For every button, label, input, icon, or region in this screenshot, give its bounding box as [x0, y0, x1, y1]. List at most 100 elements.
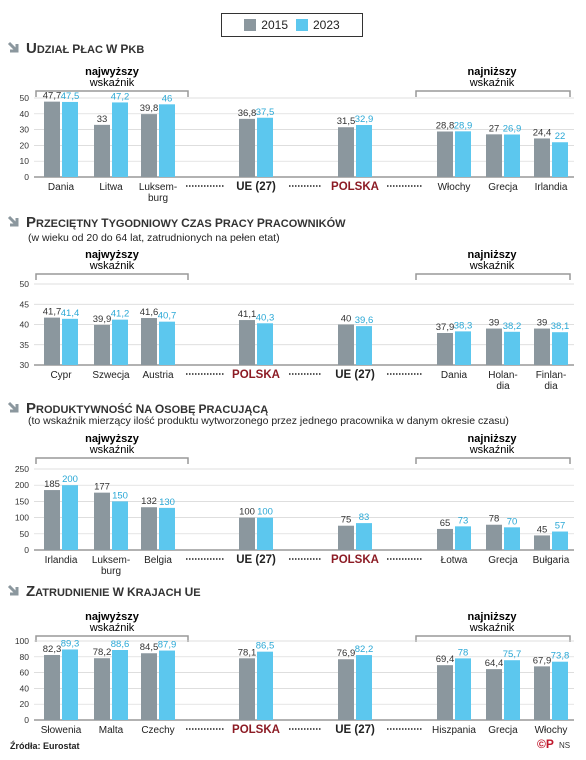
bar-2015 — [239, 118, 255, 177]
data-label-2023: 70 — [507, 516, 518, 527]
source-note: Źródła: Eurostat — [10, 741, 80, 751]
bar-2023 — [504, 527, 520, 550]
data-label-2015: 39,9 — [93, 314, 112, 325]
category-label: Bułgaria — [533, 555, 570, 566]
bar-2015 — [437, 333, 453, 365]
bar-2023 — [159, 321, 175, 365]
bar-2015 — [44, 490, 60, 550]
bar-2015 — [44, 317, 60, 365]
data-label-2023: 40,7 — [158, 311, 177, 322]
y-tick-label: 50 — [20, 93, 30, 103]
data-label-2015: 40 — [341, 314, 352, 325]
bar-2015 — [486, 134, 502, 177]
bar-2015 — [94, 324, 110, 365]
data-label-2023: 100 — [257, 507, 273, 518]
category-label: Finlan- — [536, 370, 567, 381]
category-label: Irlandia — [535, 182, 568, 193]
data-label-2023: 41,4 — [61, 308, 80, 319]
data-label-2015: 36,8 — [238, 108, 257, 119]
bar-2023 — [356, 655, 372, 720]
data-label-2015: 39 — [537, 318, 548, 329]
lowest-label: najniższy — [468, 66, 518, 78]
lowest-sublabel: wskaźnik — [469, 260, 515, 272]
bar-2015 — [239, 658, 255, 720]
data-label-2015: 185 — [44, 479, 60, 490]
category-label: Cypr — [50, 370, 72, 381]
data-label-2015: 69,4 — [436, 654, 455, 665]
data-label-2023: 40,3 — [256, 312, 275, 323]
chart-title: UDZIAŁ PŁAC W PKB — [26, 40, 144, 57]
y-tick-label: 10 — [20, 156, 30, 166]
title-arrow-icon — [7, 215, 19, 227]
bar-2015 — [239, 517, 255, 550]
chart-employment: ZATRUDNIENIE W KRAJACH UEnajwyższywskaźn… — [7, 583, 574, 736]
bar-2023 — [112, 319, 128, 365]
bar-2023 — [257, 651, 273, 720]
bar-2015 — [534, 666, 550, 720]
chart-subtitle: (w wieku od 20 do 64 lat, zatrudnionych … — [28, 232, 280, 244]
legend-item-2023: 2023 — [296, 18, 340, 32]
bar-2015 — [534, 535, 550, 550]
bar-2015 — [94, 124, 110, 177]
bar-2023 — [257, 323, 273, 365]
data-label-2015: 33 — [97, 114, 108, 125]
bar-2015 — [437, 665, 453, 720]
category-label: burg — [101, 566, 121, 577]
data-label-2015: 177 — [94, 482, 110, 493]
bar-2023 — [257, 117, 273, 177]
lowest-sublabel: wskaźnik — [469, 622, 515, 634]
category-label: Grecja — [488, 555, 518, 566]
highest-sublabel: wskaźnik — [89, 622, 135, 634]
highest-bracket — [35, 635, 189, 642]
bar-2015 — [94, 492, 110, 550]
data-label-2023: 130 — [159, 497, 175, 508]
category-label: Dania — [441, 370, 468, 381]
highest-bracket — [35, 457, 189, 464]
category-label: Luksem- — [139, 182, 177, 193]
bar-2023 — [159, 104, 175, 177]
category-label: Irlandia — [45, 555, 78, 566]
category-label: UE (27) — [236, 554, 276, 566]
bar-2015 — [338, 127, 354, 177]
data-label-2023: 39,6 — [355, 315, 374, 326]
bar-2023 — [62, 101, 78, 177]
y-tick-label: 20 — [20, 140, 30, 150]
category-label: POLSKA — [232, 369, 280, 381]
data-label-2023: 22 — [555, 131, 566, 142]
bar-2023 — [504, 134, 520, 177]
y-tick-label: 35 — [20, 340, 30, 350]
title-arrow-icon — [7, 41, 19, 53]
bar-2015 — [44, 101, 60, 177]
legend-item-2015: 2015 — [244, 18, 288, 32]
category-label: UE (27) — [335, 724, 375, 736]
bar-2023 — [356, 523, 372, 550]
y-tick-label: 40 — [20, 683, 30, 693]
legend-swatch-2023 — [296, 19, 308, 31]
bar-2015 — [141, 318, 157, 365]
bar-2015 — [338, 659, 354, 720]
data-label-2023: 38,2 — [503, 321, 522, 332]
bar-2015 — [338, 324, 354, 365]
lowest-bracket — [415, 90, 571, 97]
bar-2015 — [94, 658, 110, 720]
highest-sublabel: wskaźnik — [89, 444, 135, 456]
category-label: Luksem- — [92, 555, 130, 566]
category-label: Łotwa — [441, 555, 468, 566]
y-tick-label: 200 — [15, 480, 29, 490]
category-label: Austria — [142, 370, 174, 381]
y-tick-label: 45 — [20, 299, 30, 309]
category-label: Włochy — [535, 725, 568, 736]
data-label-2023: 150 — [112, 490, 128, 501]
chart-wage-share: UDZIAŁ PŁAC W PKBnajwyższywskaźniknajniż… — [7, 40, 574, 204]
bar-2015 — [486, 524, 502, 550]
chart-weekly-hours: PRZECIĘTNY TYGODNIOWY CZAS PRACY PRACOWN… — [7, 214, 574, 392]
bar-2023 — [455, 331, 471, 365]
bar-2015 — [486, 669, 502, 720]
bar-2023 — [257, 517, 273, 550]
bar-2015 — [44, 654, 60, 720]
lowest-bracket — [415, 273, 571, 280]
y-tick-label: 50 — [20, 279, 30, 289]
data-label-2015: 78,2 — [93, 647, 112, 658]
data-label-2015: 37,9 — [436, 322, 455, 333]
category-label: Czechy — [141, 725, 174, 736]
